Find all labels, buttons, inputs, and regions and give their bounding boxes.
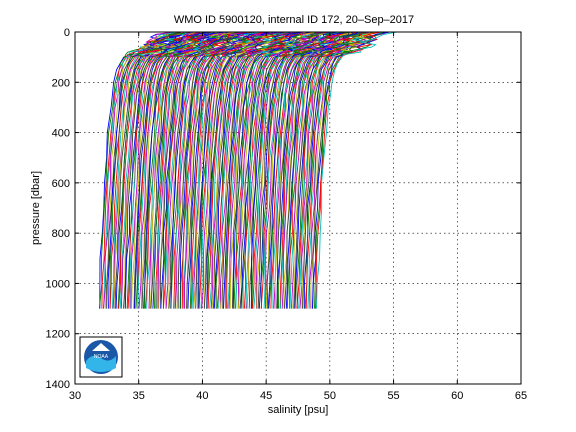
profile-line [179, 32, 259, 309]
profile-line [305, 32, 385, 309]
profile-line [226, 32, 302, 309]
x-tick-label: 30 [69, 390, 81, 402]
profile-line [312, 32, 390, 309]
x-tick-label: 35 [133, 390, 145, 402]
profile-line [227, 32, 293, 309]
svg-text:NOAA: NOAA [94, 354, 109, 360]
y-axis-ticks: 0 200 400 600 800 1000 1200 1400 [46, 27, 521, 391]
profile-line [301, 32, 371, 309]
profile-line [314, 32, 384, 309]
profile-line [229, 32, 310, 309]
profile-lines [98, 32, 397, 309]
y-tick-label: 800 [52, 228, 70, 240]
x-tick-label: 40 [196, 390, 208, 402]
profile-line [294, 32, 359, 309]
profile-line [296, 32, 376, 309]
profile-line [123, 32, 200, 309]
y-tick-label: 0 [64, 27, 70, 39]
profile-line [252, 32, 329, 309]
y-tick-label: 1200 [46, 329, 70, 341]
profile-line [198, 32, 281, 309]
profile-line [299, 32, 370, 309]
profile-line [264, 32, 342, 309]
profile-line [115, 32, 193, 309]
x-tick-label: 45 [260, 390, 272, 402]
profile-line [312, 32, 387, 309]
y-tick-label: 200 [52, 77, 70, 89]
profile-line [315, 32, 381, 309]
profile-line [212, 32, 289, 309]
profile-line [260, 32, 343, 309]
profile-line [133, 32, 214, 309]
profile-line [242, 32, 322, 309]
chart-title: WMO ID 5900120, internal ID 172, 20–Sep–… [174, 14, 414, 26]
profile-line [141, 32, 216, 309]
x-axis-ticks: 30 35 40 45 50 55 60 65 [69, 32, 527, 402]
y-tick-label: 1000 [46, 278, 70, 290]
profile-line [274, 32, 349, 309]
noaa-logo: NOAA [79, 336, 123, 378]
profile-line [270, 32, 351, 309]
x-axis-label: salinity [psu] [268, 404, 329, 416]
profile-line [237, 32, 305, 309]
profile-line [211, 32, 286, 309]
profile-line [292, 32, 374, 309]
x-tick-label: 55 [387, 390, 399, 402]
profile-line [150, 32, 216, 309]
profile-line [184, 32, 262, 309]
profile-line [101, 32, 172, 309]
profile-line [316, 32, 397, 309]
profile-line [307, 32, 386, 309]
x-tick-label: 50 [324, 390, 336, 402]
profile-line [187, 32, 261, 309]
profile-line [296, 32, 368, 309]
profile-line [109, 32, 188, 309]
profile-line [134, 32, 212, 309]
profile-line [138, 32, 216, 309]
plot-frame [74, 31, 522, 385]
profile-line [272, 32, 342, 309]
y-tick-label: 1400 [46, 379, 70, 391]
y-tick-label: 400 [52, 128, 70, 140]
profile-line [159, 32, 244, 309]
profile-line [156, 32, 229, 309]
x-tick-label: 65 [515, 390, 527, 402]
profile-line [233, 32, 309, 309]
profile-line [180, 32, 252, 309]
profile-line [165, 32, 248, 309]
profile-line [170, 32, 240, 309]
y-tick-label: 600 [52, 178, 70, 190]
profile-line [162, 32, 233, 309]
profile-line [203, 32, 271, 309]
x-tick-label: 60 [451, 390, 463, 402]
profile-line [170, 32, 247, 309]
profile-line [278, 32, 349, 309]
profile-line [290, 32, 372, 309]
profile-line [193, 32, 264, 309]
y-axis-label: pressure [dbar] [30, 171, 42, 245]
profile-line [286, 32, 357, 309]
profile-line [248, 32, 321, 309]
